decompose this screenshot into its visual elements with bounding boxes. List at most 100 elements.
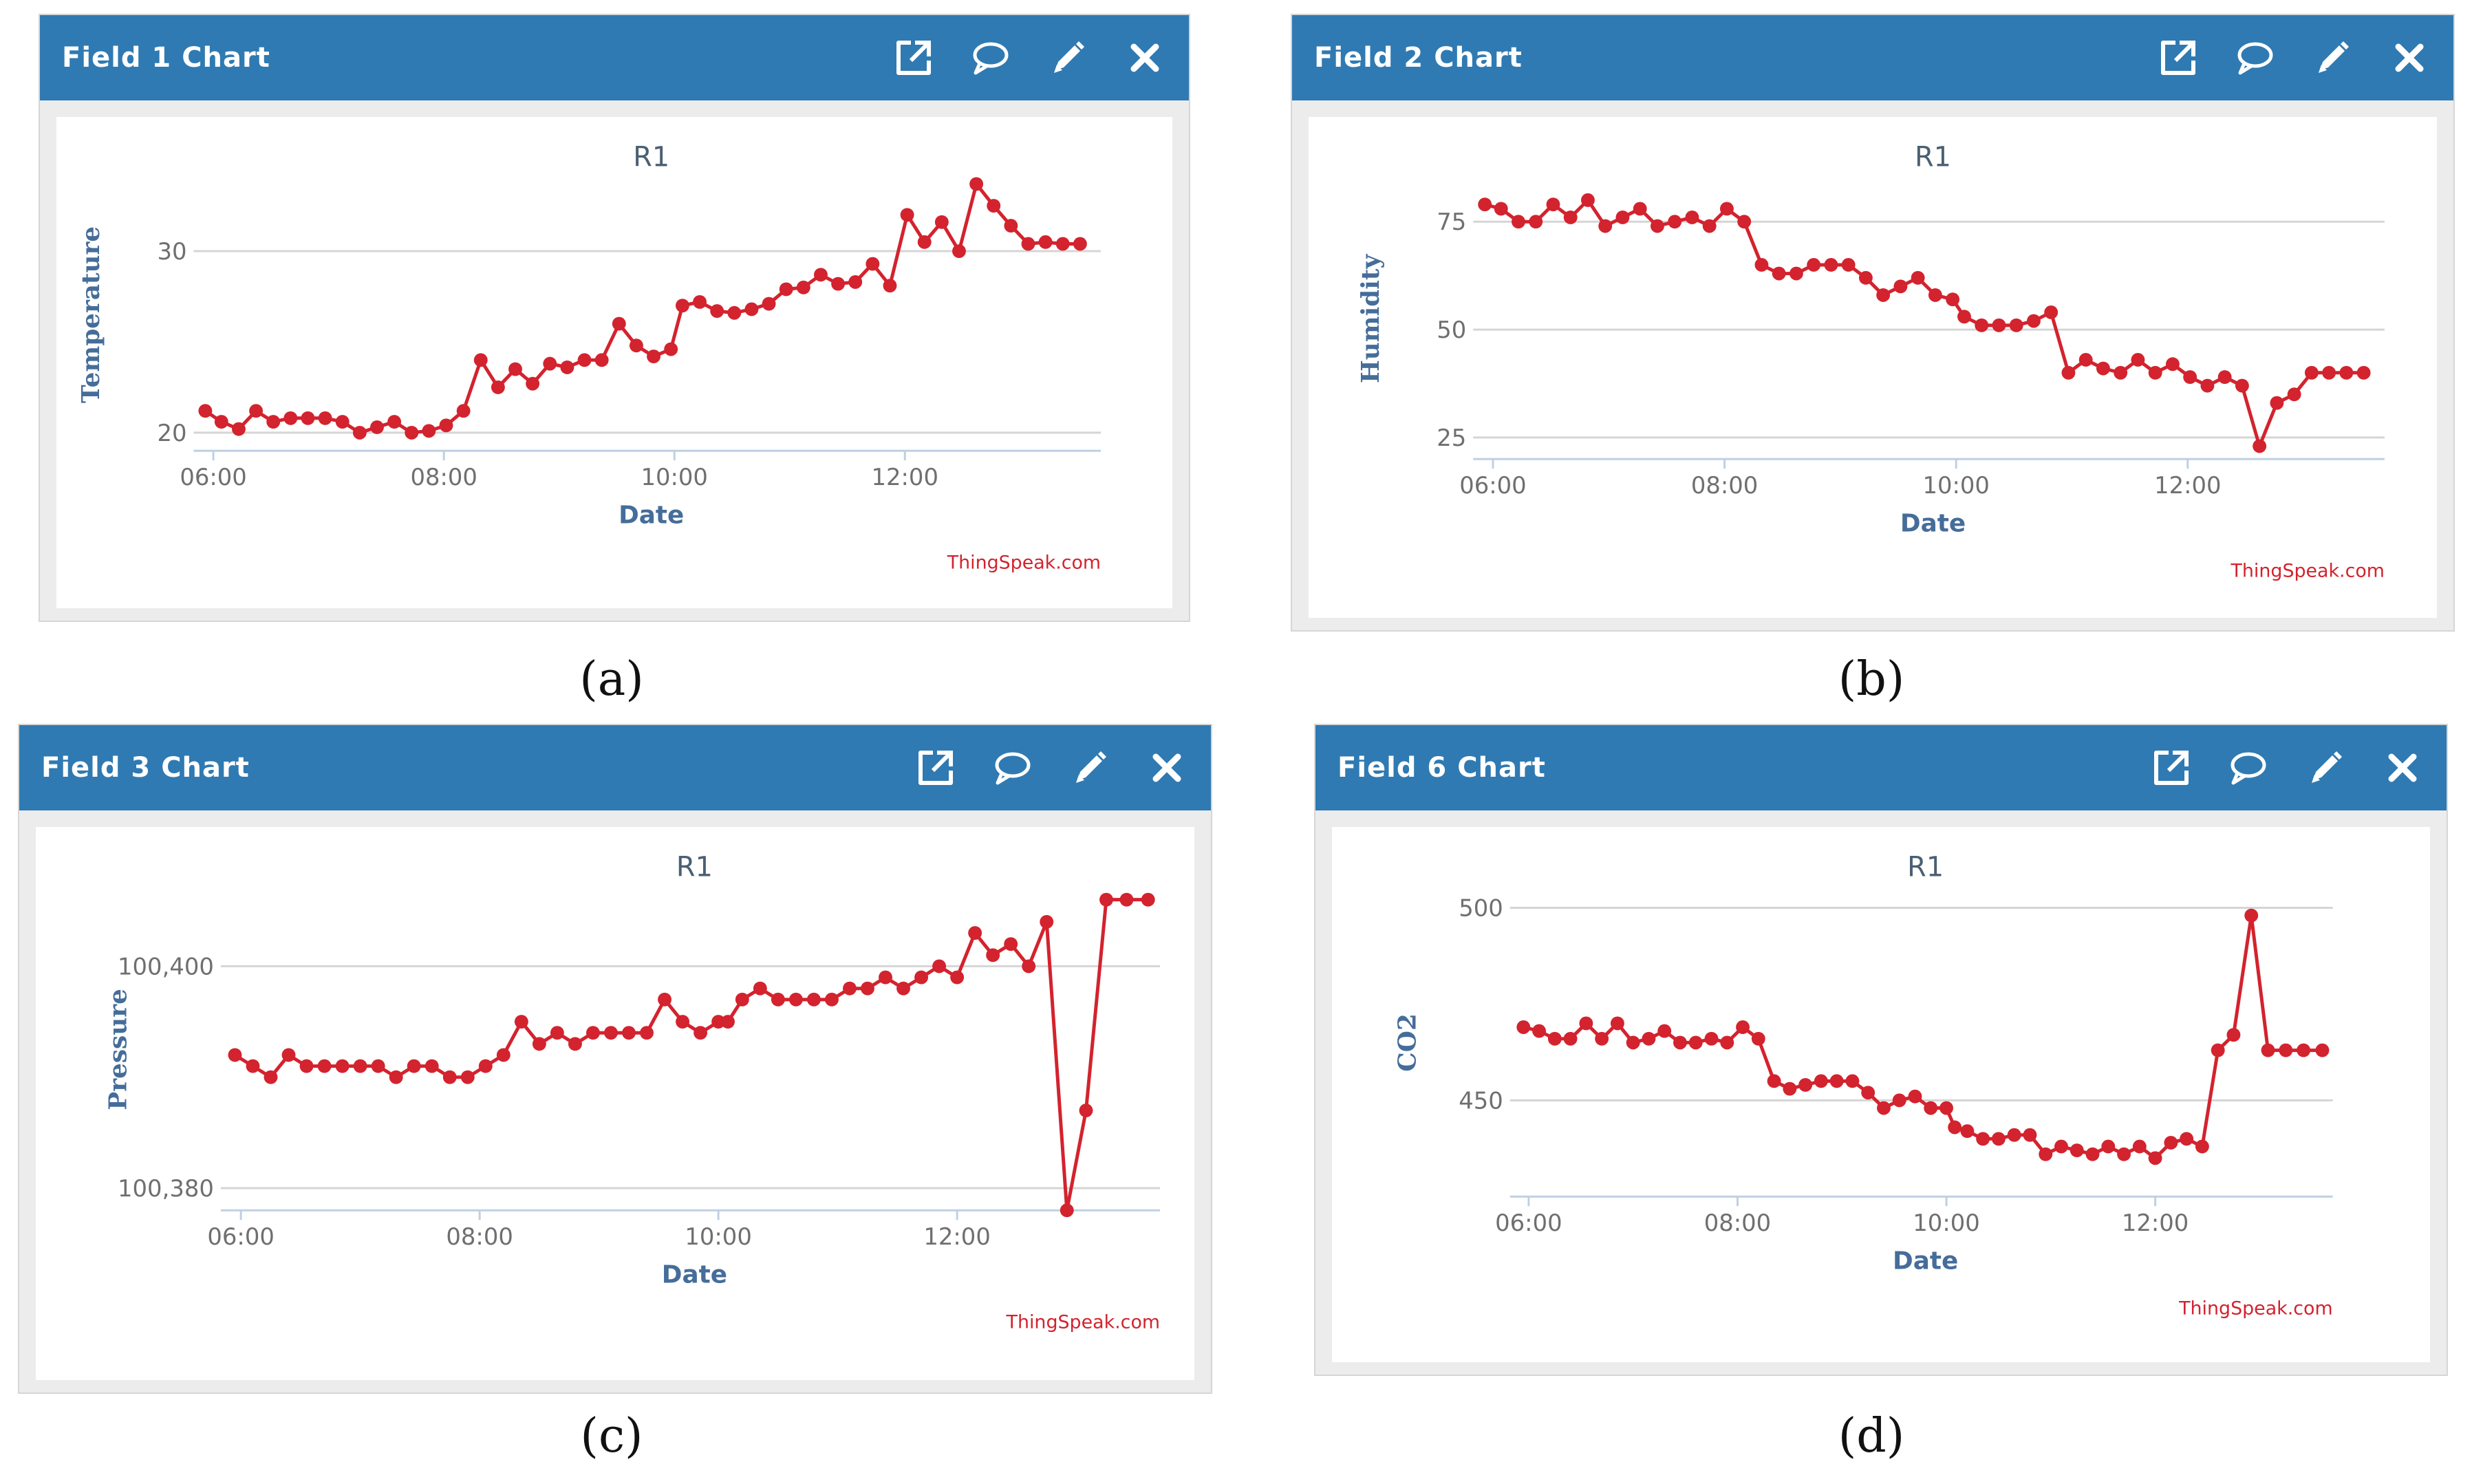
data-point [1595,1031,1609,1046]
close-icon[interactable] [1124,37,1165,78]
widget-header: Field 3 Chart [19,725,1211,810]
data-point [473,353,488,367]
external-link-icon[interactable] [893,37,934,78]
data-point [861,981,874,996]
data-point [934,215,949,229]
data-point [1783,1082,1797,1096]
caption-d: (d) [1838,1409,1905,1463]
data-point [1924,1101,1938,1115]
data-point [1876,288,1891,302]
comment-icon[interactable] [992,747,1033,788]
x-tick-label: 12:00 [923,1223,991,1250]
data-point [843,981,857,996]
data-point [2180,1132,2194,1146]
pencil-icon[interactable] [2312,37,2353,78]
series-line [1523,914,2323,1160]
external-link-icon[interactable] [915,747,956,788]
data-point [2270,396,2284,410]
data-point [2297,1043,2311,1057]
widget-toolbar [893,15,1165,100]
data-point [1642,1031,1656,1046]
chart-svg: R1 20 30 06:00 08:00 10:00 12:00 Date Temperatur… [76,142,1101,574]
data-point [2148,365,2162,380]
x-tick-label: 12:00 [2122,1209,2189,1236]
data-point [693,294,707,309]
pencil-icon[interactable] [2305,747,2346,788]
data-point [1845,1074,1860,1088]
series-line [234,898,1148,1212]
close-icon[interactable] [2389,37,2430,78]
data-point [352,425,367,440]
data-point [2356,365,2371,380]
data-point [1908,1089,1922,1104]
data-point [1939,1101,1953,1115]
x-tick-label: 06:00 [207,1223,275,1250]
data-point [814,268,828,282]
data-point [664,342,678,356]
y-tick-label: 20 [157,420,186,447]
data-point [883,279,897,293]
widget-title: Field 3 Chart [41,752,250,784]
y-tick-label: 450 [1459,1087,1503,1114]
data-point [2165,357,2180,372]
data-point [2039,1147,2053,1161]
data-point [1516,1020,1531,1034]
data-point [2211,1043,2225,1057]
widget-header: Field 1 Chart [40,15,1189,100]
data-point [283,411,298,425]
data-point [1928,288,1942,302]
data-point [232,422,246,436]
data-point [1563,211,1578,224]
data-point [640,1026,654,1040]
data-point [2044,305,2059,319]
data-point [744,302,759,316]
data-point [1494,202,1508,216]
data-point [1892,1093,1906,1108]
data-point [848,275,863,289]
x-tick-label: 08:00 [410,464,477,491]
data-point [1657,1024,1672,1038]
data-point [1702,219,1717,233]
data-point [2226,1028,2241,1042]
thingspeak-credit: ThingSpeak.com [1006,1311,1161,1333]
x-axis-title: Date [619,502,684,530]
chart-svg: R1 25 50 75 06:00 08:00 10:00 12:00 Date Humidity… [1356,142,2385,582]
plot-area: R1 20 30 06:00 08:00 10:00 12:00 Date Temperatur… [56,117,1172,608]
data-point [727,305,742,320]
data-point [1789,266,1803,281]
data-point [389,1070,403,1084]
data-point [1141,892,1155,907]
data-point [950,970,965,985]
close-icon[interactable] [1146,747,1187,788]
data-point [694,1026,708,1040]
data-point [612,316,626,331]
thingspeak-credit: ThingSpeak.com [2231,560,2385,581]
data-point [1547,1031,1562,1046]
data-point [1829,1074,1844,1088]
pencil-icon[interactable] [1069,747,1110,788]
x-tick-label: 08:00 [446,1223,513,1250]
data-point [1824,258,1838,272]
data-point [676,1015,690,1029]
external-link-icon[interactable] [2151,747,2192,788]
data-point [264,1070,278,1084]
data-point [2322,365,2336,380]
data-point [1610,1016,1624,1031]
y-tick-label: 75 [1437,208,1466,235]
pencil-icon[interactable] [1047,37,1088,78]
comment-icon[interactable] [2228,747,2269,788]
data-point [1099,892,1113,907]
comment-icon[interactable] [2235,37,2276,78]
external-link-icon[interactable] [2158,37,2199,78]
chart-title: R1 [676,852,713,883]
x-tick-label: 10:00 [641,464,708,491]
data-point [2085,1147,2100,1161]
data-point [424,1059,439,1073]
data-point [1957,310,1971,324]
data-point [1073,237,1087,251]
data-point [1581,193,1595,207]
close-icon[interactable] [2382,747,2423,788]
data-point [986,948,1000,963]
comment-icon[interactable] [970,37,1011,78]
data-point [896,981,910,996]
